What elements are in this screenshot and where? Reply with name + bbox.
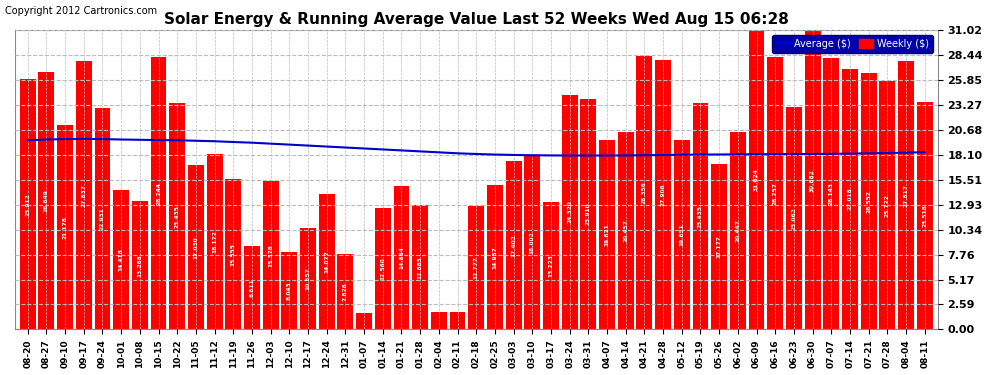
Bar xyxy=(824,58,840,330)
Bar xyxy=(748,30,764,330)
Text: 19.651: 19.651 xyxy=(679,223,684,246)
Text: 17.177: 17.177 xyxy=(717,235,722,258)
Bar xyxy=(711,164,727,330)
Text: 25.722: 25.722 xyxy=(885,194,890,217)
Text: 14.418: 14.418 xyxy=(119,249,124,272)
Text: 24.320: 24.320 xyxy=(567,201,572,223)
Legend: Average ($), Weekly ($): Average ($), Weekly ($) xyxy=(772,35,933,52)
Bar xyxy=(898,61,914,330)
Bar xyxy=(76,61,92,330)
Text: 18.002: 18.002 xyxy=(530,231,535,254)
Bar xyxy=(580,99,596,330)
Bar xyxy=(169,103,185,330)
Bar xyxy=(655,60,671,330)
Text: 12.777: 12.777 xyxy=(474,256,479,279)
Text: 17.402: 17.402 xyxy=(511,234,516,257)
Bar xyxy=(917,102,933,330)
Text: 23.435: 23.435 xyxy=(698,205,703,228)
Text: 20.447: 20.447 xyxy=(736,219,741,242)
Text: 30.882: 30.882 xyxy=(810,169,815,192)
Bar xyxy=(637,56,652,330)
Text: 14.077: 14.077 xyxy=(324,250,330,273)
Bar xyxy=(468,206,484,330)
Text: 23.910: 23.910 xyxy=(586,203,591,225)
Text: 19.621: 19.621 xyxy=(605,224,610,246)
Bar xyxy=(449,312,465,330)
Text: 21.178: 21.178 xyxy=(62,216,67,239)
Text: 23.435: 23.435 xyxy=(174,205,180,228)
Text: 14.957: 14.957 xyxy=(492,246,497,268)
Bar xyxy=(394,186,410,330)
Bar xyxy=(150,57,166,330)
Bar xyxy=(674,140,690,330)
Bar xyxy=(226,179,242,330)
Bar xyxy=(338,254,353,330)
Bar xyxy=(39,72,54,330)
Bar xyxy=(506,162,522,330)
Title: Solar Energy & Running Average Value Last 52 Weeks Wed Aug 15 06:28: Solar Energy & Running Average Value Las… xyxy=(163,12,789,27)
Bar xyxy=(132,201,148,330)
Bar xyxy=(544,202,559,330)
Text: 7.826: 7.826 xyxy=(343,282,347,301)
Bar xyxy=(860,73,876,330)
Text: 23.062: 23.062 xyxy=(791,207,796,230)
Bar xyxy=(730,132,745,330)
Bar xyxy=(281,252,297,330)
Bar xyxy=(767,57,783,330)
Text: 27.837: 27.837 xyxy=(81,184,86,207)
Text: 23.518: 23.518 xyxy=(923,204,928,227)
Bar xyxy=(262,181,278,330)
Text: 27.018: 27.018 xyxy=(847,188,852,210)
Text: 28.257: 28.257 xyxy=(773,182,778,204)
Bar xyxy=(561,95,577,330)
Text: 26.649: 26.649 xyxy=(44,189,49,212)
Text: Copyright 2012 Cartronics.com: Copyright 2012 Cartronics.com xyxy=(5,6,157,16)
Text: 28.356: 28.356 xyxy=(642,181,646,204)
Text: 14.864: 14.864 xyxy=(399,246,404,269)
Text: 26.552: 26.552 xyxy=(866,190,871,213)
Bar xyxy=(300,228,316,330)
Text: 22.931: 22.931 xyxy=(100,207,105,230)
Text: 31.024: 31.024 xyxy=(754,168,759,191)
Bar xyxy=(599,140,615,330)
Bar xyxy=(431,312,446,330)
Text: 13.223: 13.223 xyxy=(548,254,553,277)
Bar xyxy=(356,313,372,330)
Text: 8.043: 8.043 xyxy=(287,281,292,300)
Bar xyxy=(879,81,895,330)
Bar xyxy=(207,154,223,330)
Bar xyxy=(113,190,129,330)
Text: 12.885: 12.885 xyxy=(418,256,423,279)
Bar xyxy=(375,208,391,330)
Bar xyxy=(188,165,204,330)
Bar xyxy=(693,103,709,330)
Text: 18.172: 18.172 xyxy=(212,230,217,253)
Text: 15.378: 15.378 xyxy=(268,244,273,267)
Bar xyxy=(786,107,802,330)
Bar xyxy=(618,132,634,330)
Text: 27.817: 27.817 xyxy=(904,184,909,207)
Text: 28.143: 28.143 xyxy=(829,182,834,205)
Bar xyxy=(412,205,428,330)
Bar xyxy=(57,125,73,330)
Bar xyxy=(319,194,335,330)
Bar xyxy=(94,108,111,330)
Bar xyxy=(525,156,541,330)
Text: 25.912: 25.912 xyxy=(25,193,31,216)
Bar xyxy=(805,32,821,330)
Text: 12.560: 12.560 xyxy=(380,258,385,280)
Bar xyxy=(487,185,503,330)
Text: 13.268: 13.268 xyxy=(138,254,143,277)
Text: 20.457: 20.457 xyxy=(624,219,629,242)
Bar xyxy=(244,246,260,330)
Text: 8.611: 8.611 xyxy=(249,279,254,297)
Bar xyxy=(20,80,36,330)
Text: 15.555: 15.555 xyxy=(231,243,236,266)
Text: 27.906: 27.906 xyxy=(660,183,665,206)
Text: 17.030: 17.030 xyxy=(193,236,198,259)
Text: 28.244: 28.244 xyxy=(156,182,161,205)
Text: 10.557: 10.557 xyxy=(306,267,311,290)
Bar xyxy=(842,69,858,330)
